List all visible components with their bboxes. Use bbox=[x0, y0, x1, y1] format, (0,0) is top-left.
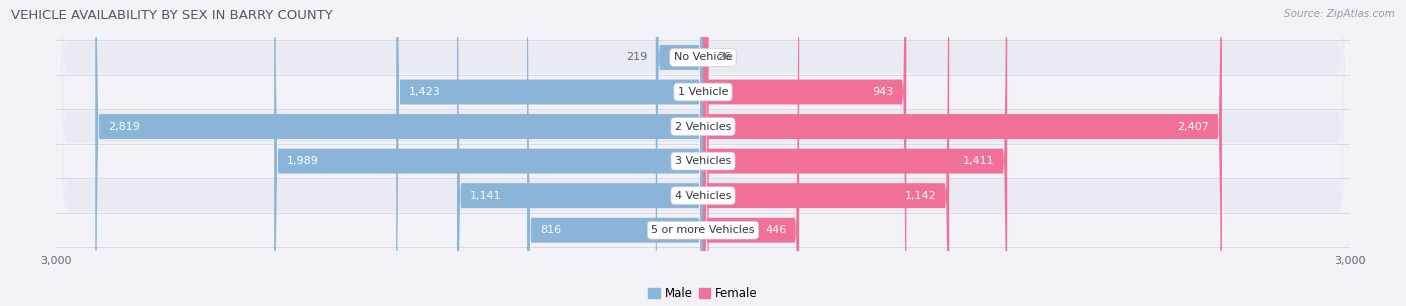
FancyBboxPatch shape bbox=[274, 0, 703, 306]
FancyBboxPatch shape bbox=[56, 0, 1350, 306]
Text: No Vehicle: No Vehicle bbox=[673, 52, 733, 62]
Text: 4 Vehicles: 4 Vehicles bbox=[675, 191, 731, 201]
Text: 2,819: 2,819 bbox=[108, 121, 141, 132]
FancyBboxPatch shape bbox=[396, 0, 703, 306]
FancyBboxPatch shape bbox=[56, 0, 1350, 306]
FancyBboxPatch shape bbox=[56, 0, 1350, 306]
FancyBboxPatch shape bbox=[457, 0, 703, 306]
FancyBboxPatch shape bbox=[703, 0, 1007, 306]
FancyBboxPatch shape bbox=[56, 0, 1350, 306]
Text: 816: 816 bbox=[540, 225, 561, 235]
FancyBboxPatch shape bbox=[96, 0, 703, 306]
FancyBboxPatch shape bbox=[703, 0, 799, 306]
Text: 446: 446 bbox=[765, 225, 786, 235]
Text: 26: 26 bbox=[717, 52, 731, 62]
FancyBboxPatch shape bbox=[56, 0, 1350, 306]
Text: 2,407: 2,407 bbox=[1177, 121, 1209, 132]
Text: 1,141: 1,141 bbox=[470, 191, 502, 201]
Text: 3 Vehicles: 3 Vehicles bbox=[675, 156, 731, 166]
Text: 1,411: 1,411 bbox=[963, 156, 994, 166]
FancyBboxPatch shape bbox=[703, 0, 949, 306]
Text: 5 or more Vehicles: 5 or more Vehicles bbox=[651, 225, 755, 235]
FancyBboxPatch shape bbox=[703, 0, 709, 306]
Text: 1 Vehicle: 1 Vehicle bbox=[678, 87, 728, 97]
FancyBboxPatch shape bbox=[703, 0, 907, 306]
Text: 1,142: 1,142 bbox=[904, 191, 936, 201]
Text: Source: ZipAtlas.com: Source: ZipAtlas.com bbox=[1284, 9, 1395, 19]
FancyBboxPatch shape bbox=[655, 0, 703, 306]
FancyBboxPatch shape bbox=[703, 0, 1222, 306]
Text: 219: 219 bbox=[626, 52, 647, 62]
Legend: Male, Female: Male, Female bbox=[644, 282, 762, 305]
Text: 1,423: 1,423 bbox=[409, 87, 441, 97]
Text: 2 Vehicles: 2 Vehicles bbox=[675, 121, 731, 132]
Text: VEHICLE AVAILABILITY BY SEX IN BARRY COUNTY: VEHICLE AVAILABILITY BY SEX IN BARRY COU… bbox=[11, 9, 333, 22]
Text: 1,989: 1,989 bbox=[287, 156, 319, 166]
Text: 943: 943 bbox=[872, 87, 893, 97]
FancyBboxPatch shape bbox=[56, 0, 1350, 306]
FancyBboxPatch shape bbox=[527, 0, 703, 306]
